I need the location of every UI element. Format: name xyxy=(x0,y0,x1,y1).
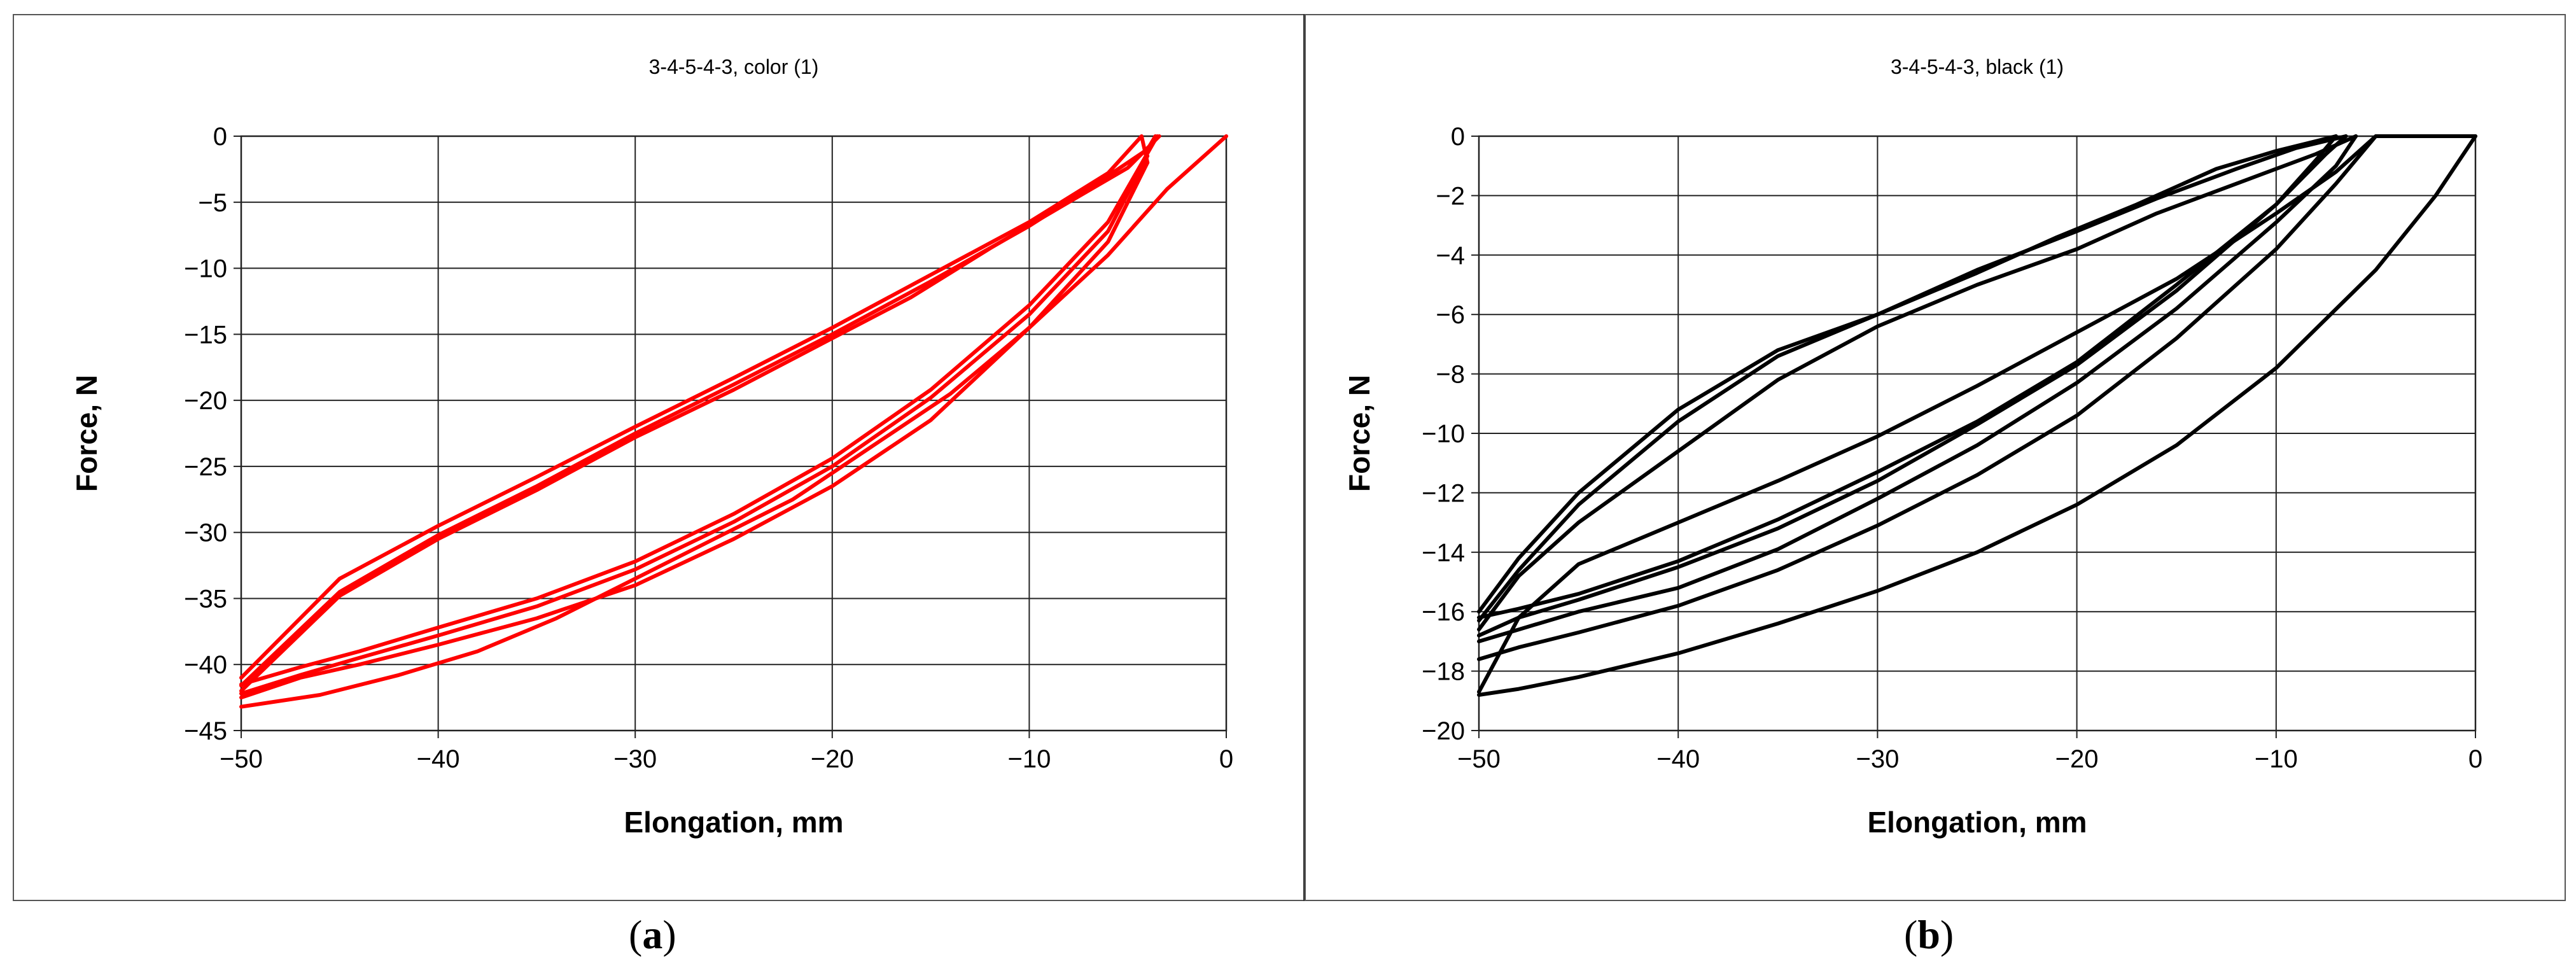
y-tick-label: −16 xyxy=(1422,598,1465,626)
y-tick-label: −6 xyxy=(1436,301,1465,329)
y-tick-label: −15 xyxy=(184,321,227,349)
x-tick-label: 0 xyxy=(1219,745,1233,773)
chart-title: 3-4-5-4-3, black (1) xyxy=(1891,55,2064,78)
y-tick-label: −40 xyxy=(184,651,227,679)
y-tick-label: −18 xyxy=(1422,658,1465,686)
plot-area xyxy=(240,135,1228,732)
x-tick-label: 0 xyxy=(2468,745,2482,773)
y-tick-label: −25 xyxy=(184,453,227,481)
series-line-b-7 xyxy=(1477,134,2348,623)
y-tick-label: −14 xyxy=(1422,539,1465,567)
panel-label-b: (b) xyxy=(1904,912,1954,957)
panel-label-a: (a) xyxy=(629,912,676,957)
series-line-b-2 xyxy=(1477,134,2477,661)
x-tick-label: −30 xyxy=(1856,745,1899,773)
chart-panel-b: 3-4-5-4-3, black (1) −50 −40 −30 −20 −10 0 0 −2 −… xyxy=(1305,14,2566,901)
x-tick-label: −50 xyxy=(220,745,263,773)
series-line-a-3 xyxy=(239,134,1150,680)
y-tick-label: −8 xyxy=(1436,361,1465,389)
x-tick-label: −20 xyxy=(811,745,854,773)
y-tick-label: −2 xyxy=(1436,182,1465,210)
x-tick-label: −20 xyxy=(2055,745,2099,773)
chart-a: 3-4-5-4-3, color (1) −50 −40 −30 −20 −10 0 0 −5 −… xyxy=(70,55,1233,839)
x-tick-label: −50 xyxy=(1457,745,1501,773)
y-tick-label: −30 xyxy=(184,519,227,547)
series-line-a-2 xyxy=(239,160,1150,700)
series-line-a-1 xyxy=(239,134,1228,709)
series-line-a-6 xyxy=(239,134,1159,687)
y-tick-label: −35 xyxy=(184,585,227,613)
series-line-a-5 xyxy=(239,134,1158,688)
y-tick-label: −45 xyxy=(184,717,227,745)
series-line-b-9 xyxy=(1477,134,2338,614)
x-axis-label: Elongation, mm xyxy=(1868,806,2087,839)
chart-b: 3-4-5-4-3, black (1) −50 −40 −30 −20 −10 0 0 −2 −… xyxy=(1343,55,2482,839)
y-axis-label: Force, N xyxy=(70,375,103,492)
series-line-a-7 xyxy=(239,134,1161,693)
x-tick-label: −40 xyxy=(1656,745,1700,773)
series-line-b-1 xyxy=(1477,134,2477,697)
series-line-a-4 xyxy=(239,154,1150,696)
x-tick-label: −10 xyxy=(2255,745,2298,773)
y-axis-label: Force, N xyxy=(1343,375,1376,492)
y-tick-label: −4 xyxy=(1436,242,1465,270)
panel-divider xyxy=(1303,14,1305,901)
y-tick-label: −20 xyxy=(184,387,227,415)
y-tick-label: 0 xyxy=(213,123,227,151)
series-line-b-8 xyxy=(1477,134,2338,620)
chart-title: 3-4-5-4-3, color (1) xyxy=(649,55,819,78)
y-tick-label: −10 xyxy=(184,255,227,283)
y-tick-label: −5 xyxy=(198,189,227,217)
x-tick-label: −30 xyxy=(613,745,657,773)
series-line-b-6 xyxy=(1477,134,2348,638)
y-tick-label: −10 xyxy=(1422,420,1465,448)
y-tick-label: −20 xyxy=(1422,717,1465,745)
chart-panel-a: 3-4-5-4-3, color (1) −50 −40 −30 −20 −10 0 0 −5 −… xyxy=(13,14,1305,901)
x-axis-label: Elongation, mm xyxy=(624,806,844,839)
x-tick-label: −40 xyxy=(417,745,460,773)
series-line-b-4 xyxy=(1477,134,2358,643)
y-tick-label: −12 xyxy=(1422,479,1465,507)
series-line-b-5 xyxy=(1477,134,2358,632)
series-line-b-3 xyxy=(1477,134,2378,694)
x-tick-label: −10 xyxy=(1007,745,1051,773)
y-tick-label: 0 xyxy=(1451,123,1465,151)
